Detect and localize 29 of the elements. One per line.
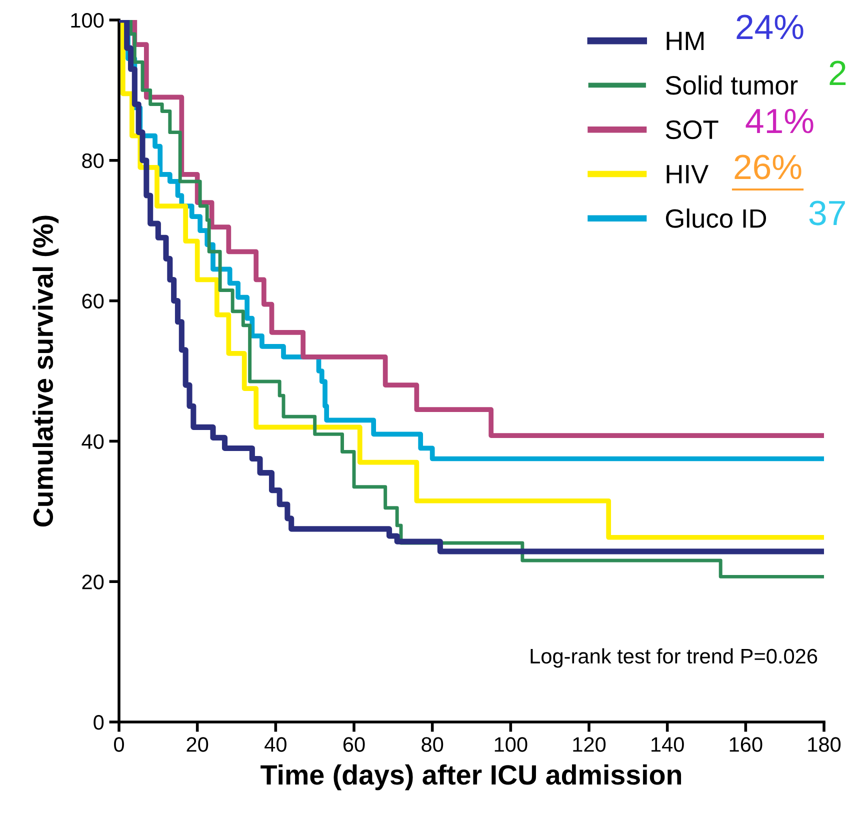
x-tick-label: 120 [573,737,606,752]
x-tick-label: 180 [808,737,841,752]
y-tick-label: 60 [82,294,104,309]
legend-label: HM [666,32,704,50]
x-tick-label: 40 [264,737,286,752]
x-tick-label: 160 [730,737,762,752]
annotation: 37 [809,200,845,226]
y-tick-label: 40 [82,434,104,449]
y-axis-title: Cumulative survival (%) [32,216,59,527]
legend-label: SOT [666,120,718,140]
x-tick-label: 80 [422,737,444,752]
x-tick-label: 100 [494,737,528,752]
x-tick-label: 20 [186,737,208,752]
text: 2 [830,60,846,85]
y-tick-label: 20 [82,574,104,590]
x-tick-label: 0 [114,737,124,752]
annotation: 24% [736,14,804,40]
annotation: Log-rank test for trend P=0.026 [530,648,818,668]
x-axis-title: Time (days) after ICU admission [260,764,682,790]
annotation: 41% [746,108,814,134]
y-tick-label: 100 [71,13,104,28]
y-tick-label: 0 [94,715,104,730]
x-tick-label: 140 [652,737,684,752]
legend-label: HIV [666,165,709,184]
y-tick-label: 80 [82,153,104,168]
legend-label: Gluco ID [666,208,766,228]
legend-label: Solid tumor [666,75,798,95]
x-tick-label: 60 [343,737,365,752]
annotation: 26% [734,154,802,180]
